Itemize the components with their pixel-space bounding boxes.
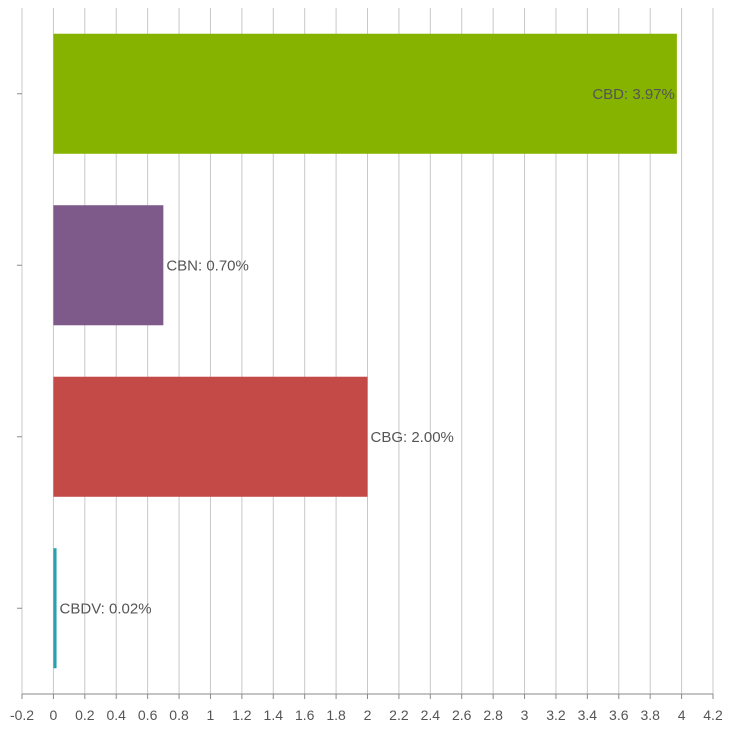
x-tick-label: 0 (50, 707, 58, 723)
bar-cbd (53, 33, 677, 154)
x-tick-label: 0.4 (106, 707, 126, 723)
x-tick-label: 3.2 (546, 707, 566, 723)
x-tick-label: 3.8 (640, 707, 660, 723)
bar-layer (53, 33, 677, 669)
x-tick-label: 4 (678, 707, 686, 723)
x-tick-label: 1 (207, 707, 215, 723)
x-tick-label: 1.2 (232, 707, 252, 723)
x-tick-label: 0.6 (138, 707, 158, 723)
x-tick-label: 4.2 (703, 707, 723, 723)
data-label-cbn: CBN: 0.70% (166, 257, 249, 274)
x-tick-label: 1.6 (295, 707, 315, 723)
data-label-cbd: CBD: 3.97% (592, 86, 675, 103)
x-tick-label: 3.4 (578, 707, 598, 723)
data-label-cbdv: CBDV: 0.02% (60, 600, 152, 617)
x-tick-label: 0.2 (75, 707, 95, 723)
x-tick-label: 1.8 (326, 707, 346, 723)
bar-cbg (53, 376, 368, 497)
x-tick-label: 2.8 (483, 707, 503, 723)
x-tick-label: 2.2 (389, 707, 409, 723)
bar-cbdv (53, 548, 57, 669)
x-tick-label: 0.8 (169, 707, 189, 723)
axis-layer: -0.2 0 0.2 0.4 0.6 0.8 1 1.2 1.4 1.6 1.8 2 2.2 2.4 2.6… (10, 93, 723, 723)
x-tick-label: -0.2 (10, 707, 34, 723)
x-tick-label: 1.4 (264, 707, 284, 723)
x-tick-label: 3.6 (609, 707, 629, 723)
x-tick-label: 2.4 (421, 707, 441, 723)
data-label-layer: CBD: 3.97% CBN: 0.70% CBG: 2.00% CBDV: 0.02… (60, 86, 675, 618)
data-label-cbg: CBG: 2.00% (371, 429, 454, 446)
x-tick-label: 2 (364, 707, 372, 723)
x-tick-label: 2.6 (452, 707, 472, 723)
x-tick-label: 3 (521, 707, 529, 723)
bar-cbn (53, 205, 164, 326)
